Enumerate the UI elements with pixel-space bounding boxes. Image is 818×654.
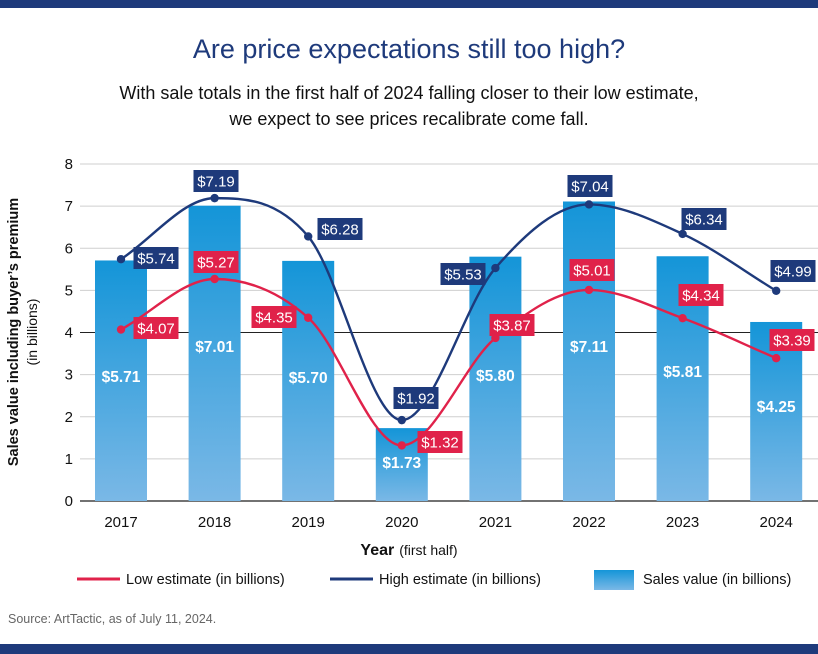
x-tick-label-2019: 2019 bbox=[292, 514, 325, 531]
high-estimate-label-2017: $5.74 bbox=[137, 251, 175, 268]
low-estimate-point-2019 bbox=[304, 313, 313, 322]
top-brand-bar bbox=[0, 0, 818, 8]
bar-2019 bbox=[282, 260, 335, 501]
high-estimate-point-2019 bbox=[304, 232, 313, 241]
low-estimate-label-2017-box bbox=[133, 317, 179, 339]
low-estimate-label-2020: $1.32 bbox=[421, 435, 459, 452]
x-tick-label-2023: 2023 bbox=[666, 514, 699, 531]
low-estimate-label-2018-box bbox=[193, 251, 239, 273]
bar-value-label-2022: $7.11 bbox=[570, 339, 608, 356]
high-estimate-point-2024 bbox=[772, 286, 781, 295]
high-estimate-label-2024-box bbox=[770, 260, 816, 282]
bar-value-label-2020: $1.73 bbox=[382, 455, 421, 472]
y-tick-label-7: 7 bbox=[65, 198, 73, 215]
y-tick-label-0: 0 bbox=[65, 493, 73, 510]
y-tick-label-1: 1 bbox=[65, 451, 73, 468]
low-estimate-point-2020 bbox=[397, 441, 406, 450]
high-estimate-label-2020: $1.92 bbox=[397, 391, 435, 408]
low-estimate-point-2022 bbox=[584, 285, 594, 295]
bar-value-label-2023: $5.81 bbox=[663, 364, 702, 381]
high-estimate-label-2022-box bbox=[567, 175, 613, 197]
high-estimate-label-2024: $4.99 bbox=[774, 264, 812, 281]
bar-2017 bbox=[95, 260, 147, 501]
low-estimate-point-2024 bbox=[772, 353, 781, 363]
high-estimate-point-2018 bbox=[210, 193, 219, 203]
high-estimate-label-2018-box bbox=[193, 170, 239, 192]
high-estimate-label-2022: $7.04 bbox=[571, 179, 609, 196]
x-tick-label-2021: 2021 bbox=[479, 514, 512, 531]
high-estimate-label-2023-box bbox=[681, 208, 727, 230]
x-tick-label-2017: 2017 bbox=[104, 514, 137, 531]
low-estimate-label-2019-box bbox=[251, 306, 297, 328]
high-estimate-label-2020-box bbox=[393, 387, 439, 409]
x-tick-label-2018: 2018 bbox=[198, 514, 231, 531]
y-tick-label-3: 3 bbox=[65, 367, 73, 384]
low-estimate-label-2017: $4.07 bbox=[137, 321, 175, 338]
source-note: Source: ArtTactic, as of July 11, 2024. bbox=[8, 612, 217, 626]
low-estimate-label-2023-box bbox=[678, 284, 724, 306]
high-estimate-point-2021 bbox=[491, 263, 500, 273]
low-estimate-label-2022-box bbox=[569, 259, 615, 281]
low-estimate-label-2024: $3.39 bbox=[773, 333, 811, 350]
x-axis-title: Year (first half) bbox=[360, 542, 457, 559]
high-estimate-label-2021: $5.53 bbox=[444, 267, 482, 284]
y-tick-label-6: 6 bbox=[65, 240, 73, 257]
bar-value-label-2018: $7.01 bbox=[195, 339, 234, 356]
bar-2022 bbox=[563, 201, 615, 501]
low-estimate-label-2022: $5.01 bbox=[573, 263, 611, 280]
bar-value-label-2021: $5.80 bbox=[476, 368, 515, 385]
low-estimate-label-2019: $4.35 bbox=[255, 310, 293, 327]
high-estimate-label-2019-box bbox=[317, 218, 363, 240]
low-estimate-line bbox=[120, 277, 777, 447]
y-axis-title: Sales value including buyer’s premium bbox=[6, 198, 22, 466]
y-tick-label-2: 2 bbox=[65, 409, 73, 426]
chart-title: Are price expectations still too high? bbox=[192, 34, 626, 64]
low-estimate-label-2021: $3.87 bbox=[493, 318, 531, 335]
low-estimate-label-2024-box bbox=[769, 329, 815, 351]
low-estimate-point-2023 bbox=[678, 313, 687, 323]
x-tick-label-2022: 2022 bbox=[572, 514, 605, 531]
high-estimate-label-2017-box bbox=[133, 247, 179, 269]
high-estimate-label-2021-box bbox=[440, 263, 486, 285]
legend-sales-label: Sales value (in billions) bbox=[643, 572, 791, 588]
x-tick-label-2020: 2020 bbox=[385, 514, 418, 531]
high-estimate-label-2023: $6.34 bbox=[685, 212, 723, 229]
y-tick-label-4: 4 bbox=[65, 325, 73, 342]
low-estimate-label-2023: $4.34 bbox=[682, 288, 720, 305]
high-estimate-point-2023 bbox=[678, 229, 687, 239]
bar-value-label-2024: $4.25 bbox=[757, 399, 796, 416]
low-estimate-point-2017 bbox=[116, 325, 126, 334]
bar-value-label-2019: $5.70 bbox=[289, 370, 328, 387]
legend-sales-swatch bbox=[594, 570, 634, 590]
low-estimate-label-2021-box bbox=[489, 314, 535, 336]
y-tick-label-8: 8 bbox=[65, 156, 73, 173]
high-estimate-point-2022 bbox=[584, 200, 594, 209]
legend-high-label: High estimate (in billions) bbox=[379, 572, 541, 588]
bottom-brand-bar bbox=[0, 644, 818, 654]
high-estimate-label-2018: $7.19 bbox=[197, 174, 235, 191]
bar-value-label-2017: $5.71 bbox=[102, 369, 141, 386]
high-estimate-label-2019: $6.28 bbox=[321, 222, 359, 239]
y-tick-label-5: 5 bbox=[65, 282, 73, 299]
low-estimate-label-2018: $5.27 bbox=[197, 255, 235, 272]
y-axis-subtitle: (in billions) bbox=[24, 299, 40, 366]
high-estimate-point-2020 bbox=[397, 415, 406, 425]
x-tick-label-2024: 2024 bbox=[760, 514, 793, 531]
high-estimate-point-2017 bbox=[116, 255, 126, 264]
low-estimate-label-2020-box bbox=[417, 431, 463, 453]
chart-subtitle: With sale totals in the first half of 20… bbox=[119, 83, 699, 129]
low-estimate-point-2018 bbox=[210, 274, 219, 284]
legend-low-label: Low estimate (in billions) bbox=[126, 572, 285, 588]
